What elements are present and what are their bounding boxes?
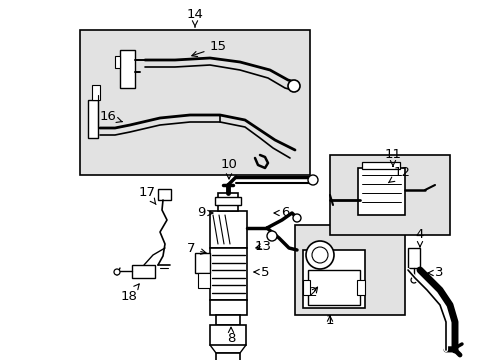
Bar (303, 250, 364, 308)
Bar (80, 30, 309, 175)
Text: 14: 14 (186, 9, 203, 27)
Text: 1: 1 (325, 314, 334, 327)
Text: 9: 9 (196, 207, 213, 220)
Text: 6: 6 (273, 207, 288, 220)
Text: 12: 12 (387, 166, 409, 183)
Bar (218, 193, 238, 211)
Circle shape (311, 247, 327, 263)
Bar (209, 248, 246, 300)
Bar (132, 265, 155, 278)
Bar (158, 189, 171, 200)
Bar (216, 315, 240, 325)
Bar (407, 248, 419, 268)
Text: 2: 2 (308, 287, 317, 300)
Bar (209, 325, 245, 345)
Circle shape (114, 269, 120, 275)
Text: 8: 8 (226, 327, 235, 345)
Bar (357, 168, 404, 215)
Text: 15: 15 (191, 40, 226, 57)
Bar (195, 253, 209, 273)
Text: 4: 4 (415, 228, 423, 247)
Text: 10: 10 (220, 158, 237, 179)
Text: 17: 17 (138, 186, 156, 204)
Circle shape (307, 175, 317, 185)
Circle shape (410, 277, 416, 283)
Bar (209, 300, 246, 315)
Bar (209, 211, 246, 248)
Bar (120, 50, 135, 88)
Bar (294, 225, 404, 315)
Bar (356, 280, 364, 295)
Bar (92, 85, 100, 100)
Text: 3: 3 (427, 266, 442, 279)
Bar (307, 270, 359, 305)
Bar (303, 280, 309, 295)
Bar (115, 56, 120, 68)
Text: 16: 16 (100, 111, 122, 123)
Circle shape (305, 241, 333, 269)
Bar (88, 100, 98, 138)
Text: 11: 11 (384, 148, 401, 166)
Circle shape (287, 80, 299, 92)
Circle shape (266, 231, 276, 241)
Text: 13: 13 (254, 239, 271, 252)
Bar (361, 162, 399, 169)
Bar (215, 197, 241, 205)
Bar (329, 155, 449, 235)
Circle shape (292, 214, 301, 222)
Text: 18: 18 (121, 284, 139, 302)
Text: 7: 7 (186, 243, 205, 256)
Bar (216, 353, 240, 360)
Text: 5: 5 (253, 266, 269, 279)
Bar (198, 273, 209, 288)
